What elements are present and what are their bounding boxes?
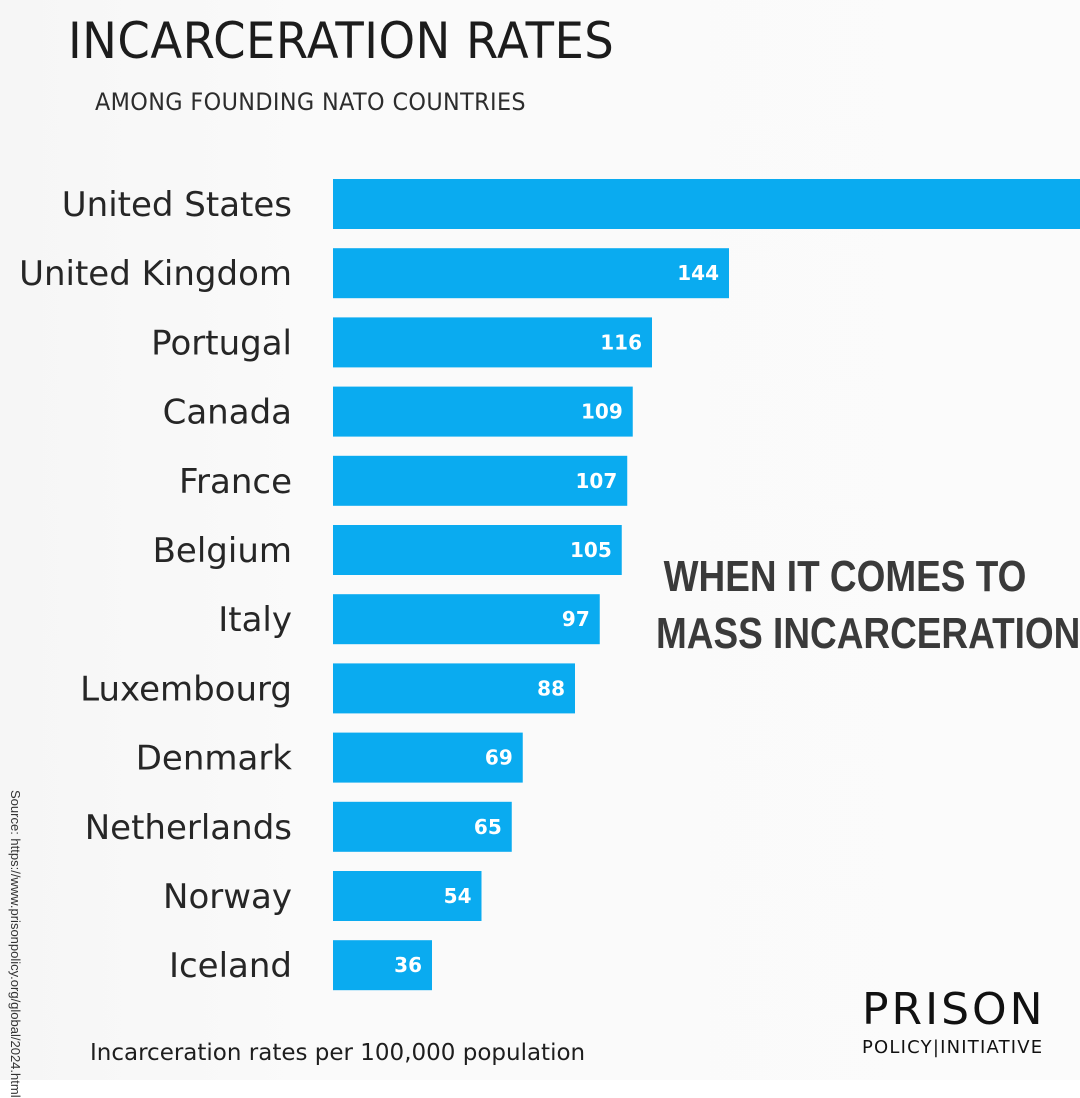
bar-portugal — [333, 317, 652, 368]
category-label: France — [179, 462, 292, 502]
value-label: 116 — [600, 330, 642, 354]
logo-word-prison: PRISON — [862, 984, 1046, 1035]
value-label: 54 — [444, 884, 472, 908]
value-label: 88 — [537, 676, 565, 700]
bar-chart: United States United Kingdom 144 Portugal 11… — [19, 179, 1080, 991]
value-label: 69 — [485, 746, 513, 770]
prison-policy-initiative-logo: PRISON POLICY|INITIATIVE — [862, 988, 1054, 1058]
bar-denmark — [333, 732, 523, 783]
value-label: 109 — [581, 400, 623, 424]
value-label: 65 — [474, 815, 502, 839]
headline-line-1: WHEN IT COMES TO — [663, 552, 1027, 601]
bar-norway — [333, 871, 482, 921]
category-label: Norway — [163, 877, 292, 917]
bar-united-kingdom — [333, 248, 729, 299]
category-label: Portugal — [151, 323, 292, 363]
category-label: Denmark — [136, 739, 293, 779]
category-label: Canada — [163, 393, 292, 433]
x-axis-label: Incarceration rates per 100,000 populati… — [90, 1040, 586, 1066]
source-note: Source: https://www.prisonpolicy.org/glo… — [8, 790, 23, 1098]
value-label: 144 — [677, 261, 719, 285]
value-label: 36 — [394, 953, 422, 977]
headline-line-2: MASS INCARCERATION... — [656, 609, 1080, 658]
category-label: Italy — [218, 600, 292, 640]
bar-canada — [333, 386, 633, 437]
category-label: Luxembourg — [80, 669, 292, 709]
logo-divider: | — [932, 1037, 941, 1058]
chart-title: INCARCERATION RATES — [68, 12, 615, 70]
value-label: 97 — [562, 607, 590, 631]
bar-belgium — [333, 525, 622, 575]
headline-overlay: WHEN IT COMES TO MASS INCARCERATION... — [656, 548, 1080, 662]
category-label: United Kingdom — [19, 254, 292, 294]
logo-subline: POLICY|INITIATIVE — [862, 1038, 1054, 1058]
logo-word-policy: POLICY — [862, 1037, 933, 1058]
bar-france — [333, 455, 628, 506]
chart-subtitle: AMONG FOUNDING NATO COUNTRIES — [95, 88, 526, 116]
category-label: Belgium — [153, 531, 292, 571]
bar-luxembourg — [333, 663, 575, 714]
value-label: 105 — [570, 538, 612, 562]
category-label: Iceland — [169, 946, 292, 986]
bar-united-states — [333, 179, 1080, 229]
logo-word-initiative: INITIATIVE — [940, 1037, 1044, 1058]
bar-italy — [333, 594, 600, 645]
value-label: 107 — [576, 469, 618, 493]
bar-iceland — [333, 940, 432, 991]
bar-netherlands — [333, 801, 512, 852]
category-label: Netherlands — [85, 808, 292, 848]
category-label: United States — [62, 185, 292, 225]
